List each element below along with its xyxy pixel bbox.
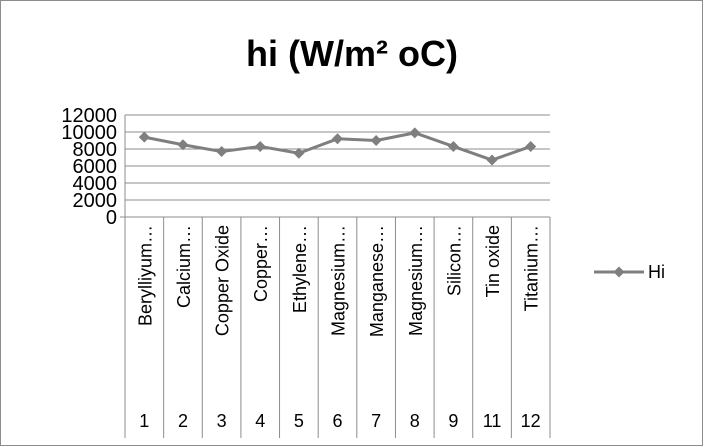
x-category-number: 11 bbox=[483, 411, 502, 431]
data-point-marker bbox=[216, 146, 228, 158]
x-category-label: Titanium… bbox=[522, 225, 542, 311]
data-point-marker bbox=[447, 140, 459, 152]
x-category-label: Ethylene… bbox=[290, 225, 310, 313]
data-point-marker bbox=[486, 154, 498, 166]
x-category-label: Copper Oxide bbox=[213, 225, 233, 336]
chart-title: hi (W/m² oC) bbox=[246, 33, 458, 74]
x-category-label: Copper… bbox=[251, 225, 271, 302]
x-category-number: 4 bbox=[255, 411, 265, 431]
data-point-marker bbox=[525, 140, 537, 152]
y-tick-label: 8000 bbox=[73, 139, 118, 161]
x-category-number: 2 bbox=[178, 411, 188, 431]
x-category-number: 6 bbox=[332, 411, 342, 431]
y-tick-label: 10000 bbox=[61, 122, 117, 144]
x-category-label: Silicon… bbox=[444, 225, 464, 296]
y-tick-label: 0 bbox=[106, 207, 117, 229]
x-category-label: Manganese… bbox=[367, 225, 387, 337]
x-category-number: 9 bbox=[448, 411, 458, 431]
legend-swatch-marker bbox=[613, 266, 625, 278]
data-point-marker bbox=[370, 135, 382, 146]
data-point-marker bbox=[177, 139, 189, 151]
gridlines bbox=[125, 114, 550, 201]
x-category-number: 8 bbox=[410, 411, 420, 431]
x-category-label: Berylliyum… bbox=[135, 225, 155, 326]
x-category-number: 3 bbox=[217, 411, 227, 431]
x-category-number: 5 bbox=[294, 411, 304, 431]
x-axis: Berylliyum… 1 Calcium… 2 Copper Oxide 3 Copper… bbox=[120, 216, 551, 438]
data-point-marker bbox=[138, 131, 150, 143]
x-category-label: Magnesium… bbox=[329, 225, 349, 336]
y-tick-label: 4000 bbox=[73, 173, 118, 195]
y-tick-label: 2000 bbox=[73, 190, 118, 212]
x-category-label: Calcium… bbox=[174, 225, 194, 308]
y-tick-label: 12000 bbox=[61, 105, 117, 127]
y-tick-label: 6000 bbox=[73, 156, 118, 178]
x-category-number: 7 bbox=[371, 411, 381, 431]
x-category-label: Tin oxide bbox=[483, 225, 503, 297]
legend-label: Hi bbox=[648, 262, 665, 282]
x-category-number: 1 bbox=[139, 411, 149, 431]
data-point-marker bbox=[332, 133, 343, 145]
series-hi bbox=[138, 127, 537, 166]
data-point-marker bbox=[254, 140, 266, 152]
data-point-marker bbox=[409, 127, 421, 139]
legend: Hi bbox=[594, 262, 665, 282]
data-point-marker bbox=[293, 147, 305, 159]
x-category-label: Magnesium… bbox=[406, 225, 426, 336]
x-category-number: 12 bbox=[521, 411, 541, 431]
